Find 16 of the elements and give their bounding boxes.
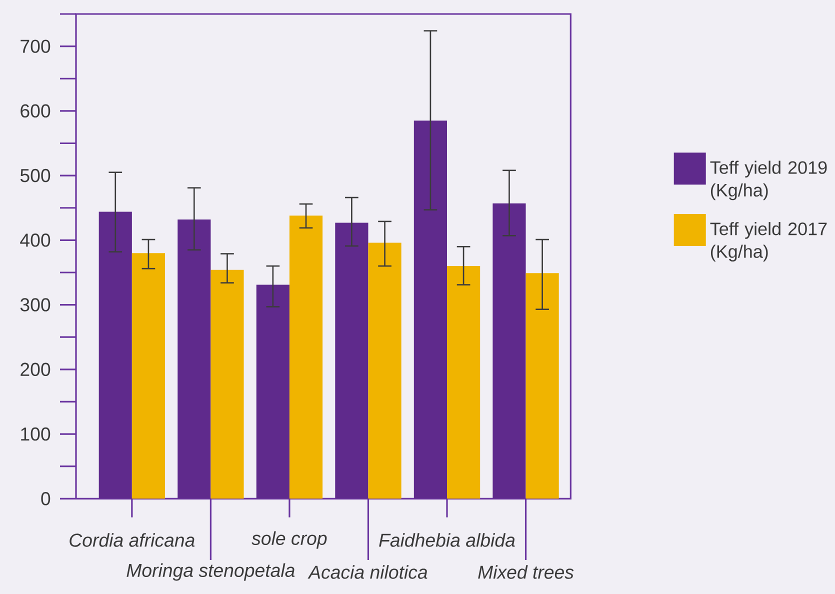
y-tick-label: 500 bbox=[20, 168, 50, 182]
legend-label: Teff yield 2019 (Kg/ha) bbox=[710, 160, 827, 200]
y-tick-label: 600 bbox=[20, 104, 50, 118]
y-tick-label: 700 bbox=[20, 40, 50, 53]
x-tick-label: Cordia africana bbox=[70, 533, 195, 547]
x-tick-label: Acacia nilotica bbox=[308, 565, 428, 579]
y-tick-label: 200 bbox=[20, 362, 50, 376]
y-tick-label: 0 bbox=[41, 492, 50, 506]
x-tick-label: sole crop bbox=[252, 531, 327, 549]
x-tick-label: Faidhebia albida bbox=[379, 533, 515, 547]
legend-label: Teff yield 2017 (Kg/ha) bbox=[710, 222, 827, 262]
x-tick-label: Mixed trees bbox=[478, 565, 574, 579]
y-tick-label: 100 bbox=[21, 427, 50, 441]
y-tick-label: 300 bbox=[20, 298, 50, 312]
y-tick-label: 400 bbox=[20, 234, 50, 247]
x-tick-label: Moringa stenopetala bbox=[126, 563, 295, 581]
